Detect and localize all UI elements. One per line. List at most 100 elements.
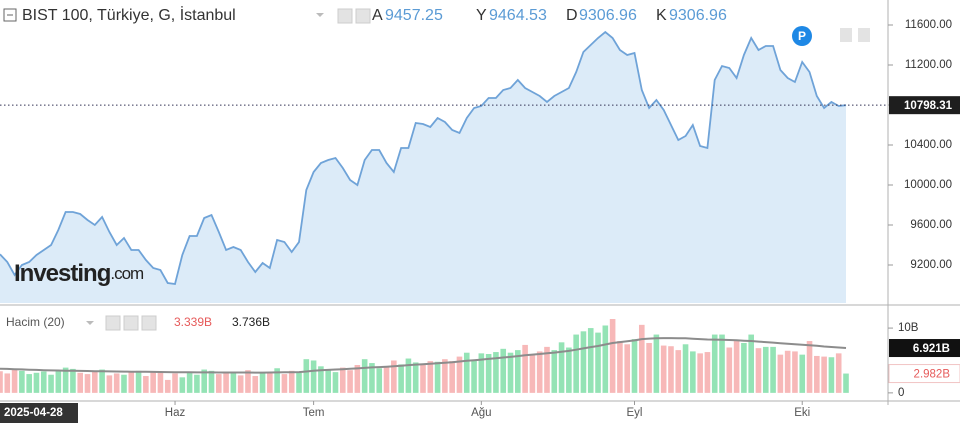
volume-bar: [704, 352, 711, 393]
volume-bar: [617, 341, 623, 393]
volume-bar: [558, 342, 565, 393]
volume-bar: [186, 372, 193, 393]
volume-title: Hacim (20): [6, 315, 65, 329]
ohlc-label: A: [372, 7, 383, 24]
badge[interactable]: [792, 26, 812, 46]
volume-bar: [777, 354, 784, 393]
volume-bar: [821, 356, 827, 393]
volume-bar: [668, 346, 674, 393]
volume-bar: [828, 357, 835, 393]
y-tick-label: 11200.00: [905, 59, 952, 71]
volume-bar: [259, 373, 266, 393]
badge-label: P: [798, 29, 806, 43]
volume-bar: [544, 346, 550, 393]
volume-bar: [325, 369, 331, 393]
volume-bar: [383, 366, 390, 393]
volume-bar: [84, 374, 91, 393]
dropdown-icon[interactable]: [316, 13, 324, 17]
watermark-suffix: .com: [110, 264, 144, 283]
volume-bar: [500, 348, 507, 393]
volume-bar: [770, 346, 776, 393]
volume-bar: [814, 355, 820, 393]
volume-bar: [741, 342, 747, 393]
volume-bar: [449, 361, 455, 393]
volume-bar: [638, 324, 645, 393]
price-line: [0, 30, 847, 286]
volume-bar: [784, 350, 791, 393]
volume-bar: [223, 371, 229, 393]
volume-bar: [806, 341, 813, 393]
volume-bar: [172, 373, 178, 393]
plot: [0, 30, 849, 393]
volume-bar: [493, 352, 499, 393]
volume-bar: [369, 363, 375, 393]
volume-bar: [434, 361, 441, 393]
area-fill: [0, 32, 846, 303]
dropdown-icon[interactable]: [86, 321, 94, 325]
volume-bar: [515, 350, 521, 393]
volume-bar: [799, 354, 806, 393]
x-tick-label: Eki: [794, 407, 810, 419]
volume-bar: [573, 334, 579, 393]
volume-bar: [726, 347, 733, 393]
volume-bar: [405, 358, 412, 393]
volume-bar: [55, 370, 62, 393]
volume-ma-line: [0, 337, 847, 374]
ohlc-value: 9457.25: [385, 7, 443, 24]
volume-bar: [835, 353, 842, 393]
watermark-brand: Investing: [14, 260, 111, 287]
volume-bar: [99, 369, 105, 393]
volume-bar: [529, 355, 536, 393]
volume-bar: [420, 363, 426, 393]
volume-bar: [463, 352, 470, 393]
volume-bar: [653, 334, 660, 393]
volume-bar: [0, 371, 3, 393]
settings-icon[interactable]: [123, 315, 139, 331]
volume-bar: [318, 366, 324, 393]
volume-bar: [398, 364, 404, 393]
volume-bar: [697, 353, 703, 393]
move-icon[interactable]: [840, 28, 852, 42]
volume-bar: [675, 350, 682, 393]
y-tick-label: 10400.00: [904, 139, 952, 151]
volume-bar: [106, 375, 113, 393]
close-icon[interactable]: [141, 315, 157, 331]
hide-icon[interactable]: [858, 28, 870, 42]
volume-ma-value: 3.736B: [232, 315, 270, 329]
volume-bar: [288, 370, 295, 393]
volume-bar: [252, 376, 259, 393]
volume-bar: [478, 353, 485, 393]
volume-bar: [719, 334, 725, 393]
collapse-icon[interactable]: [3, 8, 17, 22]
volume-bar: [230, 372, 237, 393]
x-tick-label: Ağu: [471, 407, 491, 419]
ohlc-label: Y: [476, 7, 487, 24]
volume-bar: [296, 372, 302, 393]
volume-bar: [507, 352, 514, 393]
volume-bar: [4, 373, 11, 393]
volume-bar: [164, 379, 171, 393]
volume-bar: [427, 361, 434, 393]
volume-bar: [113, 373, 120, 393]
eye-icon[interactable]: [337, 8, 353, 24]
volume-tag: [888, 364, 960, 384]
volume-bar: [77, 372, 84, 393]
x-tick-label: Haz: [165, 407, 186, 419]
volume-bar: [194, 374, 200, 393]
volume-bar: [580, 331, 587, 393]
volume-bar: [19, 370, 25, 393]
volume-bar: [376, 368, 383, 393]
volume-bar: [660, 345, 667, 393]
volume-bar: [595, 332, 601, 393]
eye-icon[interactable]: [105, 315, 121, 331]
volume-bar: [245, 370, 251, 393]
volume-bar: [843, 373, 849, 393]
volume-bar: [33, 372, 40, 393]
volume-bar: [48, 374, 54, 393]
volume-bar: [303, 359, 310, 393]
settings-icon[interactable]: [355, 8, 371, 24]
volume-bar: [602, 325, 609, 393]
volume-bar: [201, 369, 208, 393]
volume-bar: [624, 344, 631, 393]
